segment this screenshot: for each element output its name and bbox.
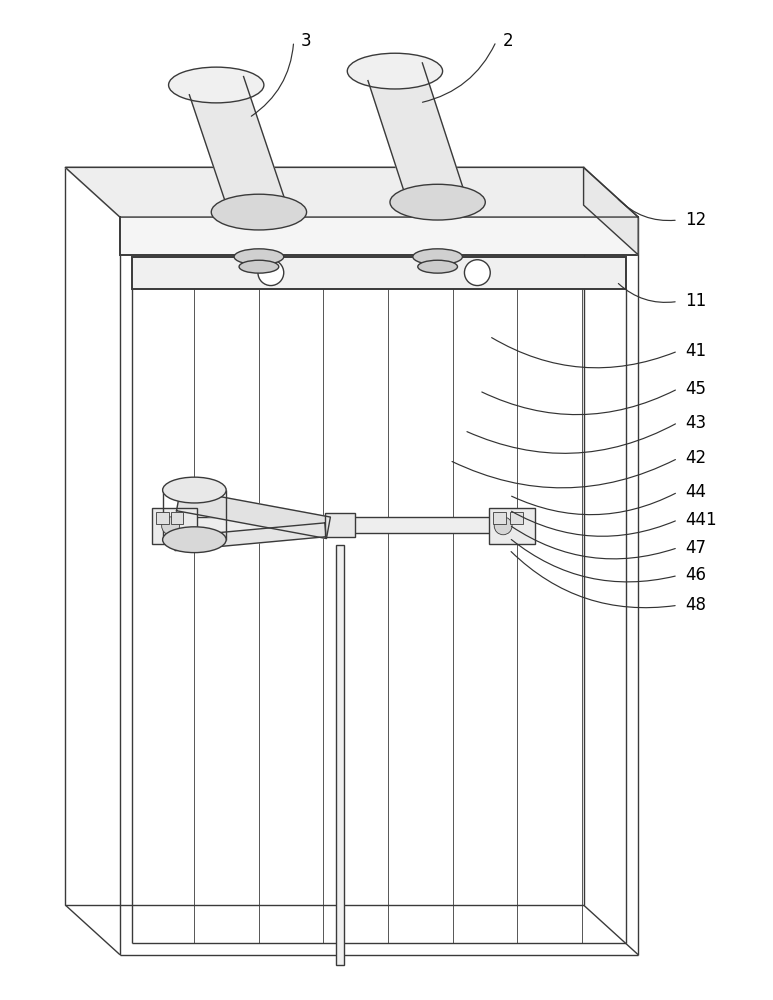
Bar xyxy=(489,508,535,544)
Circle shape xyxy=(258,260,284,286)
Ellipse shape xyxy=(239,260,279,273)
Bar xyxy=(132,257,626,289)
Bar xyxy=(155,512,169,524)
Polygon shape xyxy=(584,167,638,255)
Text: 44: 44 xyxy=(685,483,706,501)
Ellipse shape xyxy=(390,184,485,220)
Ellipse shape xyxy=(234,249,284,265)
Ellipse shape xyxy=(162,527,226,553)
Bar xyxy=(336,545,344,965)
Text: 3: 3 xyxy=(301,32,312,50)
Text: 2: 2 xyxy=(503,32,514,50)
Circle shape xyxy=(465,260,490,286)
Polygon shape xyxy=(368,62,465,211)
Bar xyxy=(160,517,514,533)
Bar xyxy=(325,513,356,537)
Polygon shape xyxy=(176,489,330,539)
Text: 41: 41 xyxy=(685,342,706,360)
Text: 45: 45 xyxy=(685,380,706,398)
Text: 43: 43 xyxy=(685,414,706,432)
Text: 11: 11 xyxy=(685,292,706,310)
Bar xyxy=(152,508,197,544)
Bar xyxy=(120,217,638,255)
Ellipse shape xyxy=(347,53,443,89)
Text: 46: 46 xyxy=(685,566,706,584)
Bar xyxy=(171,512,183,524)
Ellipse shape xyxy=(417,260,458,273)
Ellipse shape xyxy=(162,477,226,503)
Circle shape xyxy=(494,517,512,535)
Polygon shape xyxy=(66,167,638,217)
Text: 48: 48 xyxy=(685,596,706,614)
Ellipse shape xyxy=(169,67,264,103)
Polygon shape xyxy=(174,523,326,551)
Text: 441: 441 xyxy=(685,511,717,529)
Text: 42: 42 xyxy=(685,449,706,467)
Circle shape xyxy=(162,517,179,535)
Bar xyxy=(510,512,523,524)
Bar xyxy=(493,512,506,524)
Polygon shape xyxy=(189,76,286,221)
Text: 47: 47 xyxy=(685,539,706,557)
Ellipse shape xyxy=(413,249,462,265)
Ellipse shape xyxy=(211,194,307,230)
Text: 12: 12 xyxy=(685,211,706,229)
